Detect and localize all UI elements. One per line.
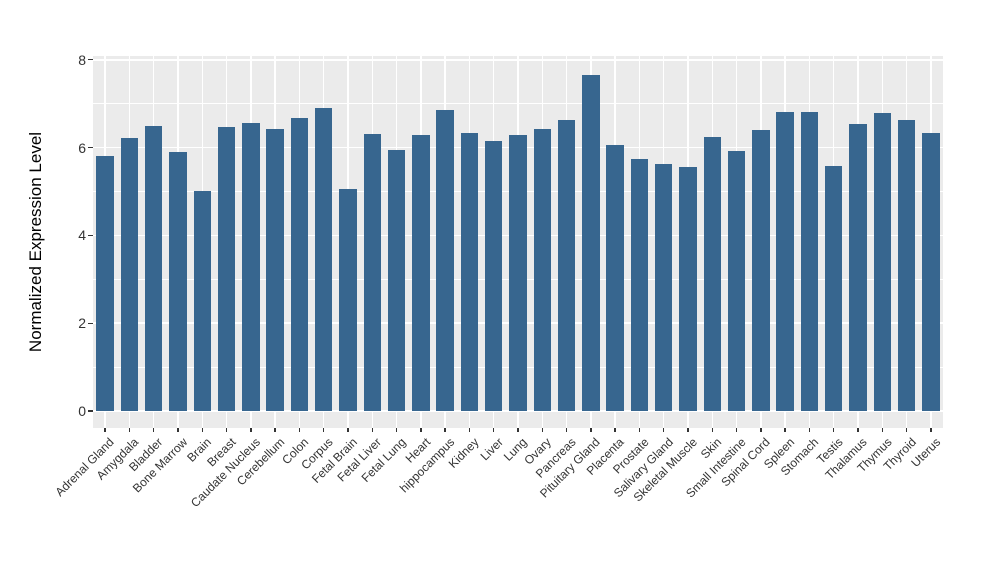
bar: [557, 120, 576, 411]
bar: [412, 135, 430, 411]
x-tick-mark: [274, 428, 276, 432]
bar: [509, 135, 527, 411]
x-tick-mark: [784, 428, 786, 432]
bar: [582, 74, 600, 411]
y-tick-label: 8: [78, 51, 86, 68]
bar: [825, 166, 843, 411]
x-tick-mark: [638, 428, 641, 432]
x-tick-mark: [833, 428, 835, 432]
x-tick-mark: [760, 428, 762, 432]
x-tick-mark: [444, 428, 446, 432]
x-tick-mark: [905, 428, 908, 432]
plot-panel: [93, 56, 943, 428]
bar: [193, 190, 211, 411]
bar: [752, 130, 770, 411]
x-tick-mark: [323, 428, 325, 432]
y-tick-label: 6: [78, 139, 86, 156]
x-tick-mark: [541, 428, 543, 432]
y-tick-mark: [88, 234, 93, 237]
bar: [533, 129, 551, 411]
x-tick-mark: [881, 428, 883, 432]
x-tick-mark: [614, 428, 616, 432]
x-tick-mark: [493, 428, 495, 432]
bar: [897, 119, 916, 411]
x-tick-mark: [225, 428, 228, 432]
x-tick-mark: [735, 428, 738, 432]
bar: [120, 137, 139, 411]
bar: [290, 118, 309, 411]
bar: [703, 137, 721, 411]
x-tick-mark: [468, 428, 471, 432]
bar: [606, 144, 624, 411]
bar: [242, 123, 260, 411]
bar: [655, 163, 673, 411]
x-tick-mark: [177, 428, 179, 432]
bar: [630, 158, 649, 411]
x-tick-mark: [420, 428, 422, 432]
bar: [485, 141, 503, 411]
x-tick-mark: [517, 428, 519, 432]
bar: [217, 126, 236, 411]
bar: [727, 150, 746, 411]
bar: [96, 156, 114, 411]
x-tick-mark: [395, 428, 398, 432]
bar: [460, 132, 479, 411]
y-axis-title: Normalized Expression Level: [26, 131, 45, 353]
bar: [922, 133, 940, 411]
x-tick-mark: [808, 428, 811, 432]
x-tick-label: Liver: [477, 435, 506, 464]
bar: [776, 112, 794, 411]
bar: [849, 124, 867, 411]
y-tick-mark: [88, 146, 93, 149]
x-tick-mark: [347, 428, 349, 432]
x-tick-mark: [298, 428, 301, 432]
y-tick-label: 2: [78, 315, 86, 332]
x-tick-mark: [565, 428, 568, 432]
x-tick-mark: [153, 428, 155, 432]
x-tick-mark: [711, 428, 713, 432]
x-tick-mark: [104, 428, 106, 432]
x-tick-mark: [590, 428, 592, 432]
bar: [339, 189, 357, 411]
x-tick-mark: [201, 428, 203, 432]
bar: [679, 167, 697, 411]
bar: [800, 112, 819, 411]
x-tick-mark: [663, 428, 665, 432]
bar: [145, 125, 163, 411]
y-tick-label: 4: [78, 227, 86, 244]
bar: [315, 108, 333, 411]
x-tick-mark: [857, 428, 859, 432]
x-tick-mark: [687, 428, 689, 432]
x-tick-mark: [128, 428, 131, 432]
x-tick-mark: [250, 428, 252, 432]
bar: [387, 149, 406, 411]
bar: [363, 134, 381, 411]
bar: [266, 129, 284, 411]
x-tick-mark: [371, 428, 373, 432]
x-tick-mark: [930, 428, 932, 432]
y-tick-mark: [88, 59, 93, 61]
bar: [436, 110, 454, 411]
y-tick-mark: [88, 322, 93, 324]
y-tick-mark: [88, 410, 93, 412]
bar: [873, 112, 891, 411]
bar: [169, 151, 187, 411]
y-tick-label: 0: [78, 403, 86, 419]
